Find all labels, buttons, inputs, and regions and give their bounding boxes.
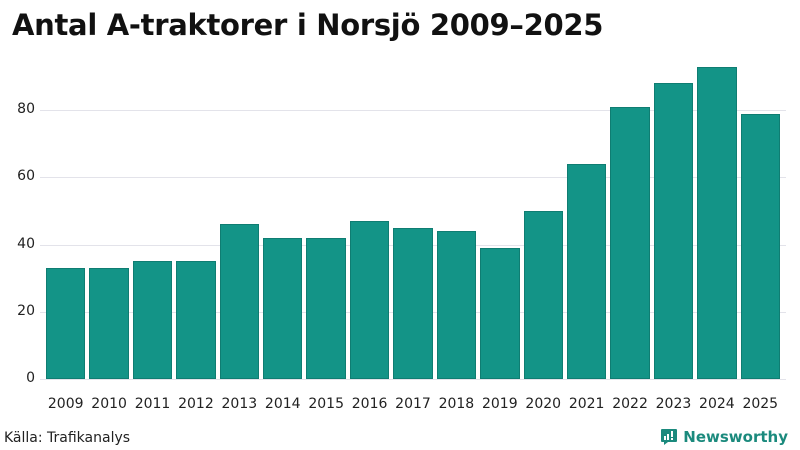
source-note: Källa: Trafikanalys [4,430,131,446]
bar-2024 [697,66,737,379]
bar-2021 [566,163,607,379]
y-tick-label: 20 [17,303,35,319]
x-tick-label: 2010 [91,396,127,412]
bar-2009 [46,268,86,379]
gridline [40,110,786,111]
bar-2011 [132,261,173,379]
bar-2013 [219,224,260,379]
bar-2023 [653,83,694,379]
x-tick-label: 2016 [351,396,388,412]
x-tick-label: 2017 [395,396,431,412]
brand-name: Newsworthy [683,428,788,446]
x-tick-label: 2009 [47,396,84,412]
x-tick-label: 2012 [178,396,214,412]
bar-2020 [523,211,563,379]
x-tick-label: 2013 [221,396,258,412]
x-tick-label: 2019 [481,396,518,412]
bar-2010 [89,268,129,379]
brand-logo: Newsworthy [660,428,788,446]
bar-2012 [176,261,216,379]
x-tick-label: 2015 [308,396,344,412]
x-tick-label: 2014 [264,396,301,412]
x-tick-label: 2025 [742,396,779,412]
gridline [40,379,786,380]
y-tick-label: 60 [17,168,35,184]
bar-2025 [740,113,780,379]
y-tick-label: 0 [26,370,35,386]
y-tick-label: 80 [17,101,35,117]
x-tick-label: 2023 [655,396,692,412]
bar-2016 [349,221,390,379]
y-tick-label: 40 [17,236,35,252]
bar-2015 [306,237,346,379]
x-tick-label: 2022 [612,396,648,412]
x-tick-label: 2020 [525,396,562,412]
x-tick-label: 2018 [438,396,475,412]
x-tick-label: 2011 [134,396,171,412]
bar-2014 [263,237,303,379]
bar-2017 [393,227,433,379]
x-tick-label: 2021 [568,396,605,412]
bar-2019 [480,247,520,379]
chart-title: Antal A-traktorer i Norsjö 2009–2025 [12,8,604,42]
bar-2022 [610,106,650,379]
bar-2018 [436,231,477,379]
x-tick-label: 2024 [699,396,735,412]
newsworthy-logo-icon [660,428,678,446]
gridline [40,177,786,178]
